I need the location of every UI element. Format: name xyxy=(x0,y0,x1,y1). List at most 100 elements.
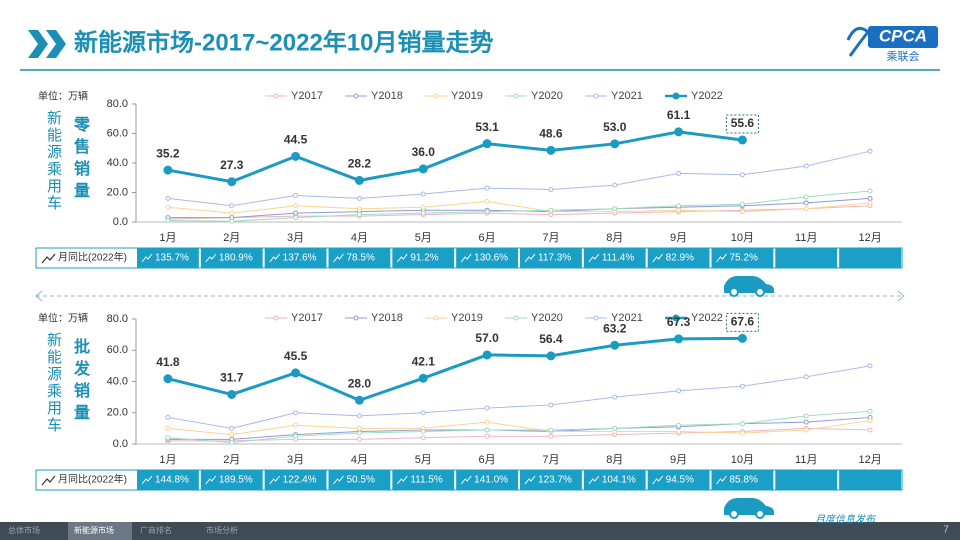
yoy-cell-icon xyxy=(269,253,281,263)
x-tick-label: 8月 xyxy=(606,232,623,244)
yoy-cell xyxy=(328,248,391,268)
point xyxy=(548,402,554,408)
legend-marker xyxy=(593,93,599,99)
point xyxy=(165,195,171,201)
yoy-value: 85.8% xyxy=(730,475,758,486)
yoy-cell xyxy=(264,470,327,490)
point xyxy=(165,218,171,224)
highlight-box xyxy=(725,312,759,332)
x-tick-label: 4月 xyxy=(351,232,368,244)
y-label: 零售销量 xyxy=(71,116,88,204)
yoy-cell-icon xyxy=(396,253,408,263)
point xyxy=(484,427,490,433)
point xyxy=(867,200,873,206)
yoy-cell-icon xyxy=(269,475,281,485)
point xyxy=(867,195,873,201)
yoy-value: 111.4% xyxy=(602,253,635,264)
data-label: 28.0 xyxy=(348,376,372,390)
x-tick-label: 10月 xyxy=(731,232,754,244)
yoy-value: 117.3% xyxy=(538,253,571,264)
point xyxy=(803,200,809,206)
point xyxy=(676,207,682,213)
yoy-value: 78.5% xyxy=(347,253,375,264)
x-tick-label: 4月 xyxy=(351,454,368,466)
legend-marker xyxy=(433,315,439,321)
series-line xyxy=(167,410,871,443)
page-number: 7 xyxy=(943,525,949,536)
yoy-cell xyxy=(200,470,263,490)
yoy-cell-icon xyxy=(588,475,600,485)
car-icon xyxy=(724,276,774,519)
point xyxy=(867,418,873,424)
yoy-cell-icon xyxy=(652,253,664,263)
x-tick-label: 8月 xyxy=(606,454,623,466)
unit-label: 单位：万辆 xyxy=(38,90,88,103)
data-label: 44.5 xyxy=(284,133,308,147)
legend-label: Y2019 xyxy=(451,312,483,324)
yoy-icon xyxy=(41,253,56,264)
x-tick-label: 5月 xyxy=(415,454,432,466)
point xyxy=(484,433,490,439)
legend-label: Y2020 xyxy=(531,90,563,102)
yoy-cell-icon xyxy=(141,253,153,263)
point xyxy=(229,203,235,209)
yoy-row-frame xyxy=(35,247,903,269)
yoy-value: 82.9% xyxy=(666,253,694,264)
divider-arrows xyxy=(35,290,905,302)
legend-marker xyxy=(672,92,680,100)
yoy-value: 75.2% xyxy=(730,253,758,264)
yoy-cell-icon xyxy=(716,475,727,485)
point xyxy=(291,151,301,161)
point xyxy=(420,191,426,197)
point xyxy=(610,139,620,149)
data-label: 35.2 xyxy=(156,146,180,160)
unit-label: 单位：万辆 xyxy=(38,312,88,325)
yoy-value: 111.5% xyxy=(410,475,443,486)
point xyxy=(227,389,237,399)
series-line xyxy=(167,420,871,436)
data-label: 28.2 xyxy=(348,157,372,171)
y-tick-label: 60.0 xyxy=(107,344,128,356)
footer-tab: 厂商排名 xyxy=(140,525,172,535)
x-tick-label: 9月 xyxy=(670,232,687,244)
legend-marker xyxy=(273,93,279,99)
legend-marker xyxy=(353,93,359,99)
x-tick-label: 12月 xyxy=(858,454,881,466)
chevrons xyxy=(28,30,66,58)
yoy-value: 144.8% xyxy=(155,475,189,486)
point xyxy=(739,209,745,215)
point xyxy=(867,188,873,194)
point xyxy=(165,435,171,441)
legend-marker xyxy=(353,315,359,321)
x-tick-label: 1月 xyxy=(159,232,176,244)
footer-tab-active xyxy=(68,522,132,540)
yoy-cell-icon xyxy=(205,475,217,485)
series-line xyxy=(167,150,871,207)
series-line xyxy=(167,427,871,442)
y-tick-label: 20.0 xyxy=(107,186,128,198)
footer-bar xyxy=(0,522,960,540)
point xyxy=(420,410,426,416)
point xyxy=(610,340,620,350)
series-line xyxy=(167,416,871,440)
yoy-value: 141.0% xyxy=(474,475,508,486)
yoy-cell xyxy=(711,248,774,268)
legend-label: Y2018 xyxy=(371,312,403,324)
yoy-value: 180.9% xyxy=(219,253,253,264)
legend-label: Y2017 xyxy=(291,90,323,102)
point xyxy=(163,374,173,384)
x-tick-label: 2月 xyxy=(223,454,240,466)
yoy-cell xyxy=(392,248,455,268)
point xyxy=(676,203,682,209)
point xyxy=(803,427,809,433)
yoy-cell xyxy=(583,248,646,268)
yoy-cell xyxy=(137,470,199,490)
yoy-cell xyxy=(264,248,327,268)
legend-marker xyxy=(273,315,279,321)
yoy-cell-icon xyxy=(205,253,217,263)
point xyxy=(484,209,490,215)
y-tick-label: 80.0 xyxy=(107,98,128,110)
legend-marker xyxy=(513,93,519,99)
point xyxy=(354,395,364,405)
yoy-cell xyxy=(775,248,838,268)
